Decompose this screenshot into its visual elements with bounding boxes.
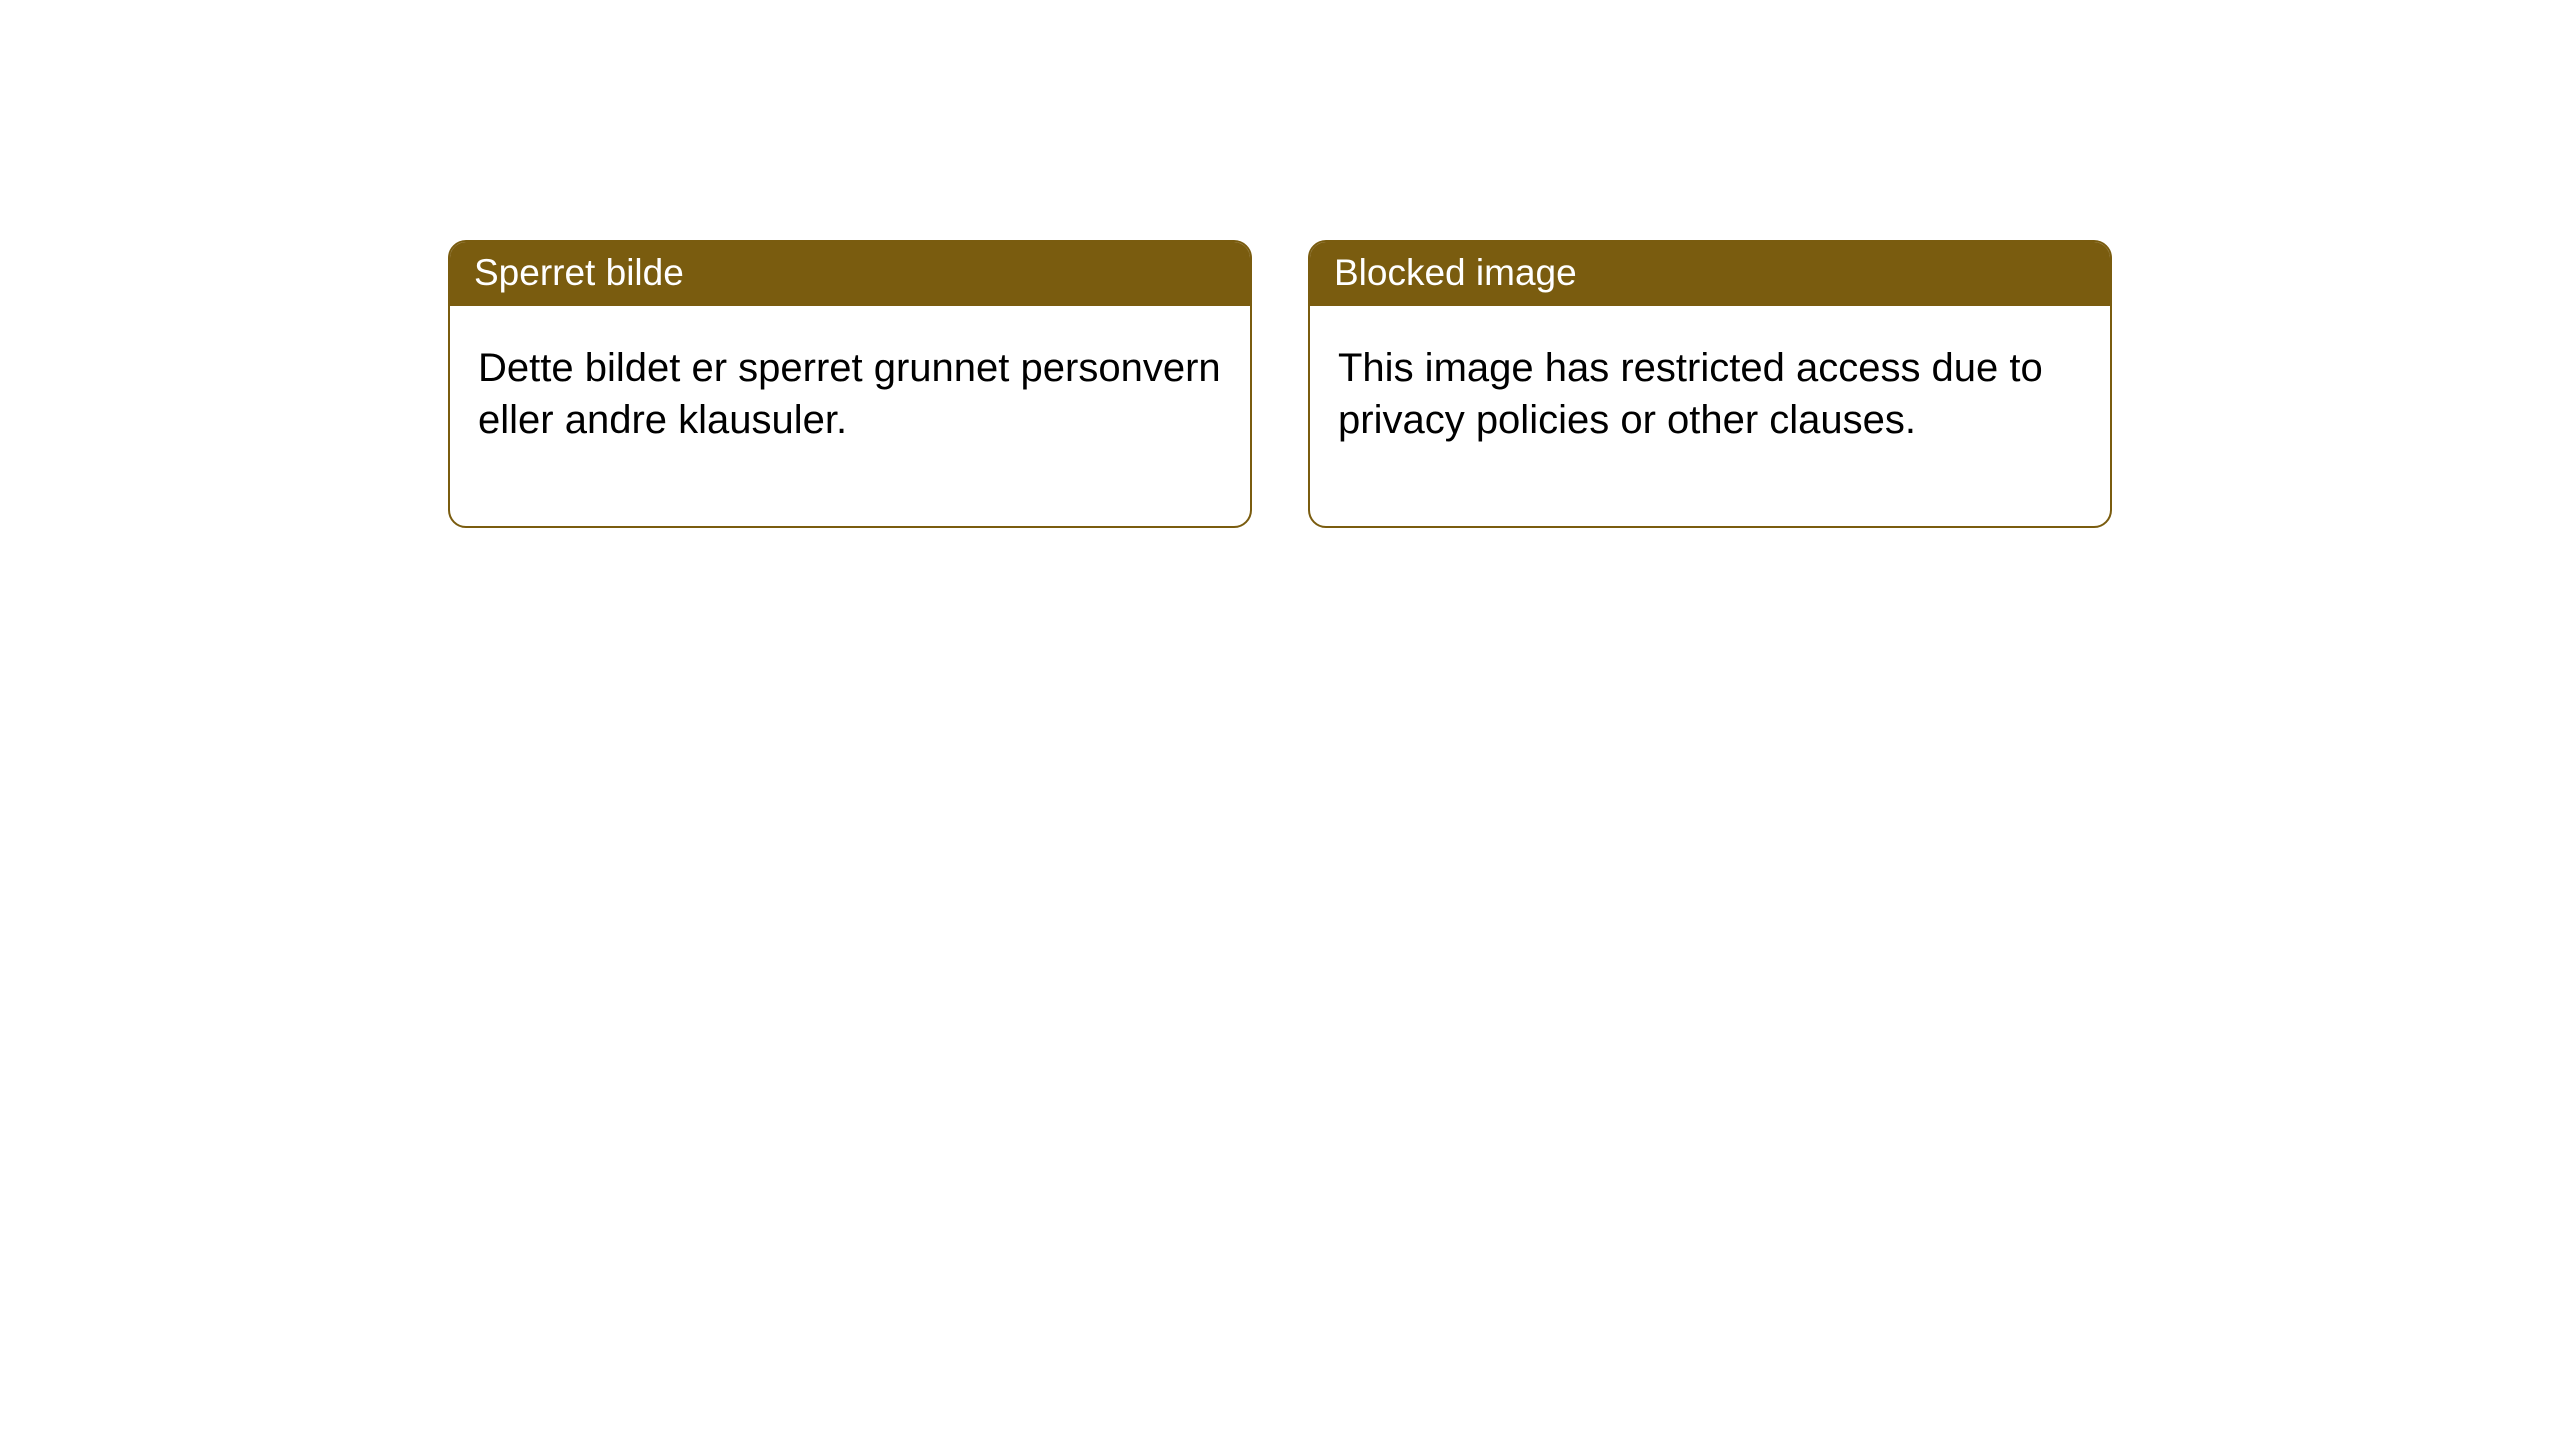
notice-title-norwegian: Sperret bilde xyxy=(450,242,1250,306)
notice-card-norwegian: Sperret bilde Dette bildet er sperret gr… xyxy=(448,240,1252,528)
notice-title-english: Blocked image xyxy=(1310,242,2110,306)
notice-body-norwegian: Dette bildet er sperret grunnet personve… xyxy=(450,306,1250,526)
notice-card-english: Blocked image This image has restricted … xyxy=(1308,240,2112,528)
notice-container: Sperret bilde Dette bildet er sperret gr… xyxy=(0,0,2560,528)
notice-body-english: This image has restricted access due to … xyxy=(1310,306,2110,526)
